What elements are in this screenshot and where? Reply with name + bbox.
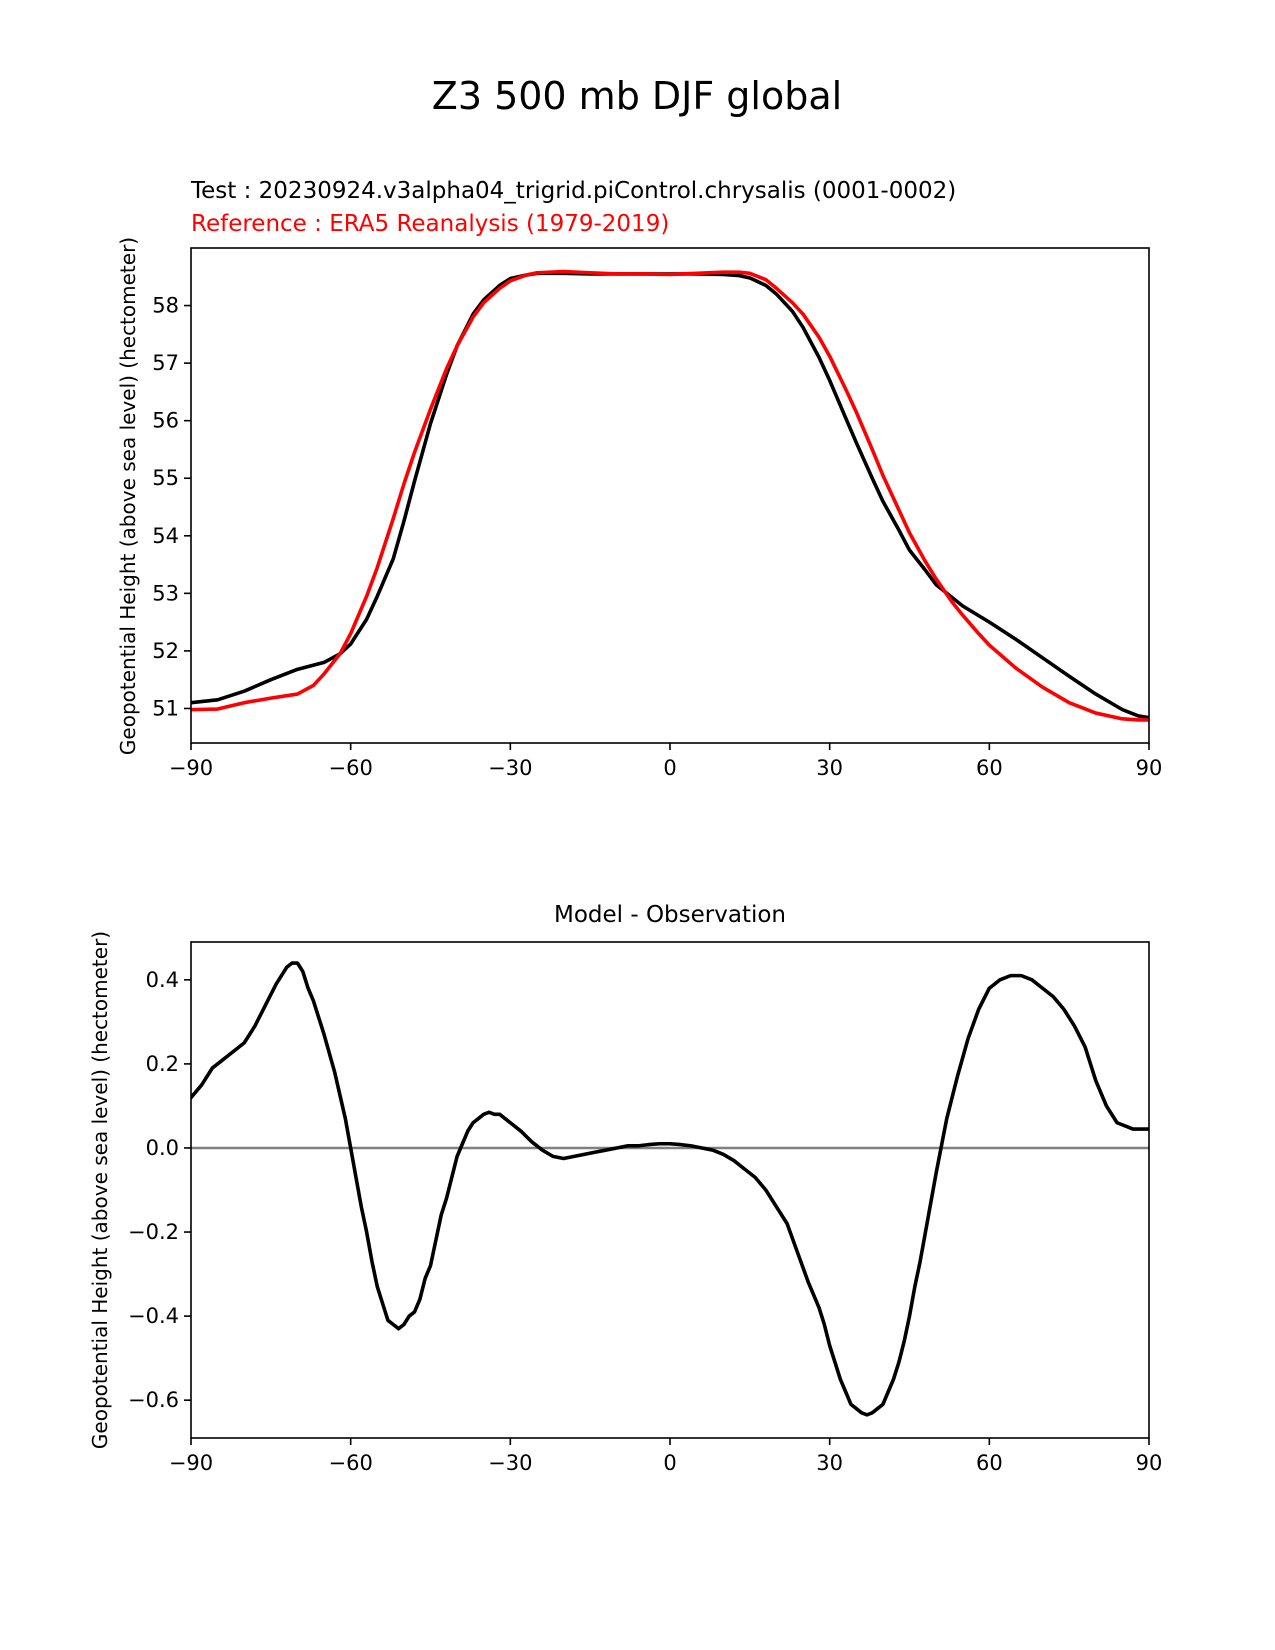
bottom-series-group [191,961,1149,1417]
bottom-x-tick-label: 90 [1136,1451,1163,1475]
figure-title: Z3 500 mb DJF global [432,74,842,118]
top-y-tick-label: 53 [152,581,179,605]
bottom-x-tick-label: −60 [329,1451,373,1475]
top-chart: −90 −60 −30 0 30 60 90 51 52 53 54 55 56 57 58 [152,247,1163,780]
reference-label: Reference : ERA5 Reanalysis (1979-2019) [191,211,669,237]
bottom-x-tick-label: 0 [663,1451,676,1475]
top-reference-line [191,269,1149,722]
bottom-y-tick-label: 0.0 [146,1136,179,1160]
top-x-tick-label: 90 [1136,756,1163,780]
top-x-tick-label: −90 [169,756,213,780]
bottom-x-tick-label: −30 [488,1451,532,1475]
top-y-axis-label: Geopotential Height (above sea level) (h… [116,237,140,755]
bottom-chart: −90 −60 −30 0 30 60 90 −0.6 −0.4 −0.2 0.0 0.2 0.4 [128,941,1163,1475]
bottom-y-tick-label: −0.4 [128,1304,179,1328]
top-y-tick-label: 52 [152,639,179,663]
top-y-tick-label: 56 [152,409,179,433]
bottom-x-tick-label: 60 [976,1451,1003,1475]
top-x-tick-label: 0 [663,756,676,780]
bottom-y-tick-label: −0.2 [128,1220,179,1244]
top-y-tick-label: 55 [152,466,179,490]
bottom-chart-title: Model - Observation [554,902,786,928]
top-x-tick-label: −30 [488,756,532,780]
top-y-tick-label: 58 [152,294,179,318]
top-x-tick-label: 60 [976,756,1003,780]
top-y-tick-label: 54 [152,524,179,548]
top-y-tick-label: 57 [152,351,179,375]
bottom-x-tick-label: 30 [816,1451,843,1475]
bottom-y-tick-label: 0.2 [146,1052,179,1076]
top-x-tick-label: −60 [329,756,373,780]
bottom-y-axis-label: Geopotential Height (above sea level) (h… [88,931,112,1449]
bottom-y-tick-label: 0.4 [146,968,179,992]
bottom-y-tick-label: −0.6 [128,1388,179,1412]
top-x-tick-label: 30 [816,756,843,780]
top-y-tick-label: 51 [152,696,179,720]
test-label: Test : 20230924.v3alpha04_trigrid.piCont… [190,178,956,204]
bottom-x-tick-label: −90 [169,1451,213,1475]
top-series-group [191,269,1149,722]
bottom-difference-line [191,961,1149,1417]
